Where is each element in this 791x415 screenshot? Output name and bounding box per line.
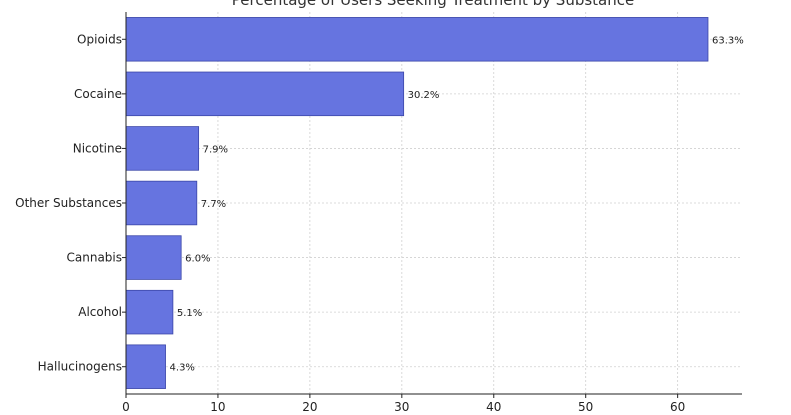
category-label: Other Substances bbox=[15, 196, 122, 210]
x-tick-label: 0 bbox=[122, 400, 130, 414]
bar-hallucinogens bbox=[125, 344, 166, 389]
category-label: Cocaine bbox=[74, 87, 122, 101]
category-label: Hallucinogens bbox=[38, 360, 122, 374]
data-labels: 63.3% 30.2% 7.9% 7.7% 6.0% 5.1% 4.3% bbox=[170, 35, 744, 373]
bar-cannabis bbox=[125, 235, 182, 280]
category-label: Alcohol bbox=[78, 305, 122, 319]
x-tick-label: 40 bbox=[486, 400, 501, 414]
bar-nicotine bbox=[125, 126, 200, 171]
data-label: 7.7% bbox=[201, 199, 226, 210]
category-label: Opioids bbox=[77, 32, 122, 46]
category-labels: Opioids Cocaine Nicotine Other Substances Ca… bbox=[15, 32, 122, 373]
x-tick-label: 60 bbox=[670, 400, 685, 414]
data-label: 63.3% bbox=[712, 35, 744, 46]
bars bbox=[125, 17, 709, 389]
bar-cocaine bbox=[125, 71, 405, 117]
x-tick-label: 20 bbox=[302, 400, 317, 414]
data-label: 6.0% bbox=[185, 254, 210, 265]
data-label: 5.1% bbox=[177, 308, 202, 319]
data-label: 30.2% bbox=[408, 90, 440, 101]
x-tick-label: 30 bbox=[394, 400, 409, 414]
category-label: Cannabis bbox=[67, 251, 123, 265]
bar-other-substances bbox=[125, 180, 198, 226]
bar-opioids bbox=[125, 17, 709, 62]
chart-title: Percentage of Users Seeking Treatment by… bbox=[232, 0, 634, 9]
x-tick-label: 50 bbox=[578, 400, 593, 414]
x-tick-label: 10 bbox=[210, 400, 225, 414]
category-label: Nicotine bbox=[73, 141, 122, 155]
data-label: 7.9% bbox=[203, 144, 228, 155]
gridlines bbox=[126, 12, 742, 394]
data-label: 4.3% bbox=[170, 363, 195, 374]
axes: 0 10 20 30 40 50 60 bbox=[122, 12, 742, 414]
bar-alcohol bbox=[125, 289, 174, 335]
